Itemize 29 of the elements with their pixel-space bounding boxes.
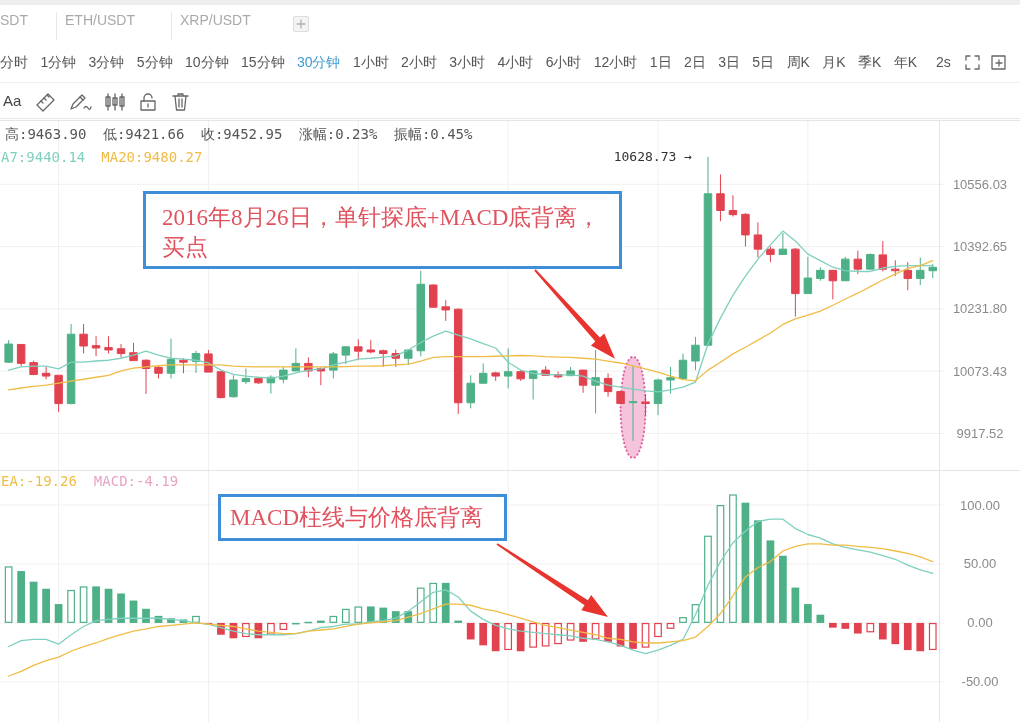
annotation: 10628.73 →	[613, 149, 693, 165]
y-tick-label: 100.00	[960, 497, 1000, 513]
annotation: 振幅:0.45%	[393, 126, 474, 142]
text: 2s	[936, 54, 951, 70]
y-tick-label: 10556.03	[952, 176, 1008, 192]
annotation: MACD:-4.19	[93, 473, 179, 489]
annotation: 收:9452.95	[200, 126, 283, 142]
text: ETH/USDT	[65, 12, 135, 28]
annotation: EA:-19.26	[1, 473, 77, 489]
text: SDT	[0, 12, 28, 28]
annotation: MA20:9480.27	[101, 149, 203, 165]
text: Aa	[3, 92, 22, 109]
text: XRP/USDT	[180, 12, 251, 28]
text: 1小时 2小时 3小时 4小时 6小时 12小时 1日 2日 3日 5日 周K 月K 季K 年K	[352, 54, 918, 70]
annotation: 低:9421.66	[102, 126, 185, 142]
y-tick-label: 50.00	[963, 556, 997, 572]
y-tick-label: 0.00	[967, 615, 993, 631]
text: 30分钟	[296, 54, 341, 70]
annotation: 涨幅:0.23%	[298, 126, 378, 142]
y-tick-label: -50.00	[961, 674, 999, 690]
annotation: 高:9463.90	[5, 126, 87, 142]
annotation: A7:9440.14	[1, 149, 86, 165]
y-tick-label: 10231.80	[952, 301, 1008, 317]
text: 分时 1分钟 3分钟 5分钟 10分钟 15分钟	[0, 54, 285, 70]
annotation: MACD柱线与价格底背离	[230, 505, 484, 530]
annotation: 2016年8月26日，单针探底+MACD底背离，买点	[162, 205, 601, 260]
y-tick-label: 10392.65	[952, 239, 1008, 255]
y-tick-label: 9917.52	[956, 425, 1004, 441]
y-tick-label: 10073.43	[952, 363, 1008, 379]
